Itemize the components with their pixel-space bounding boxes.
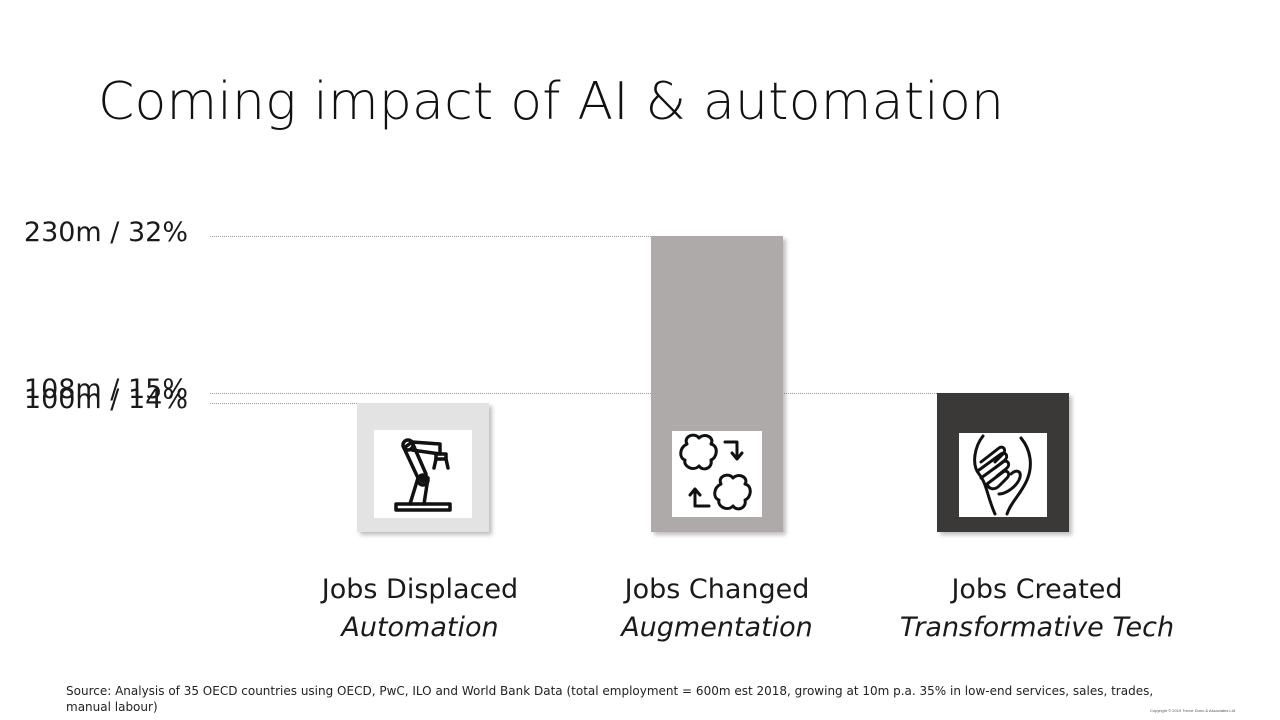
value-label: 108m / 15% — [23, 374, 188, 405]
category-subtitle: Transformative Tech — [899, 612, 1175, 643]
reference-line — [210, 236, 651, 237]
category-name: Jobs Changed — [624, 574, 810, 605]
category-name: Jobs Created — [951, 574, 1123, 605]
helping-hands-icon — [959, 433, 1047, 517]
category-label: Jobs Created Transformative Tech — [887, 571, 1187, 647]
slide-title: Coming impact of AI & automation — [98, 72, 1005, 132]
copyright-note: Copyright © 2019 Trevor Dunn & Associate… — [1150, 708, 1235, 713]
value-label: 230m / 32% — [23, 217, 188, 248]
robot-arm-icon — [374, 430, 472, 518]
reference-line — [210, 393, 937, 394]
category-label: Jobs Displaced Automation — [270, 571, 570, 647]
category-subtitle: Automation — [341, 612, 499, 643]
source-note: Source: Analysis of 35 OECD countries us… — [66, 684, 1154, 714]
category-label: Jobs Changed Augmentation — [567, 571, 867, 647]
category-subtitle: Augmentation — [621, 612, 813, 643]
reference-line — [210, 403, 357, 405]
category-name: Jobs Displaced — [321, 574, 519, 605]
value-label: 100m / 14% — [23, 384, 188, 416]
brains-exchange-icon — [672, 431, 762, 517]
